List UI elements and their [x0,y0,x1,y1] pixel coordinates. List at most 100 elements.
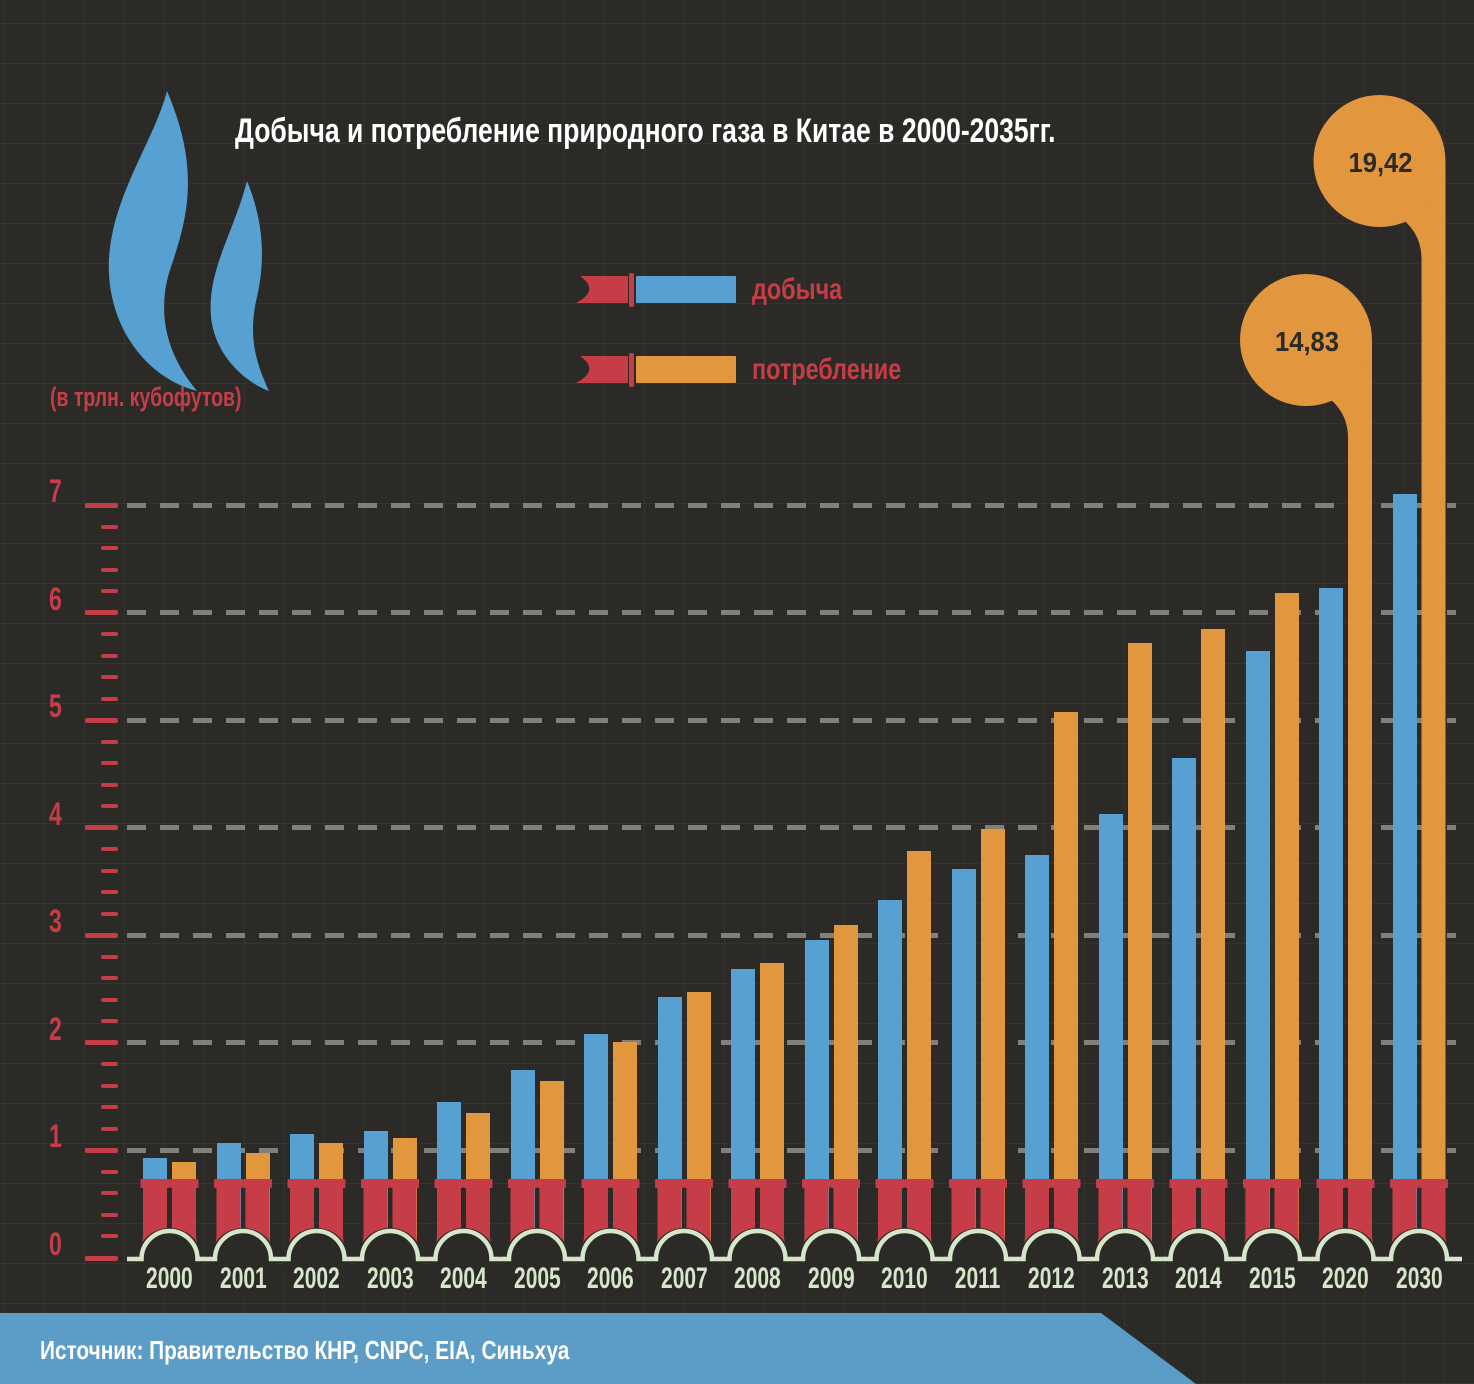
pipe-flange-2004-c [463,1179,493,1188]
pipe-flange-2001-p [214,1179,243,1188]
pipe-flange-2001-c [243,1179,272,1188]
bar-production-2012 [1025,854,1049,1258]
arch-shadow-2003 [357,1228,423,1294]
bar-production-2006 [584,1034,608,1258]
unit-label: (в трлн. кубофутов) [50,382,242,412]
bar-production-2013 [1098,813,1123,1258]
ytick-minor-0-1 [101,1234,118,1239]
legend-row-consumption: потребление [568,353,901,389]
pipe-flange-2013-c [1125,1179,1154,1188]
gridline-2 [127,1040,1456,1046]
pipe-flange-2011-p [949,1179,978,1188]
year-label-2006: 2006 [587,1262,634,1295]
pipe-foot-left-2014 [1163,1236,1172,1259]
bar-consumption-2015 [1274,593,1299,1258]
pipe-body-2004-p [437,1188,461,1259]
pipe-body-2007-c [686,1188,711,1259]
arch-shadow-2001 [210,1228,276,1294]
source-text: Источник: Правительство КНР, CNPC, EIA, … [40,1335,570,1365]
callout-circle-2030 [1313,95,1446,227]
year-label-2030: 2030 [1395,1262,1443,1295]
bar-consumption-2000 [172,1162,196,1258]
pipe-body-2009-c [833,1188,858,1259]
ytick-major-0 [85,1255,118,1261]
gridline-3 [127,932,1456,938]
pipe-foot-right-2013 [1151,1236,1161,1259]
callout-value-2030: 19,42 [1349,147,1413,178]
legend-label-consumption: потребление [752,353,902,386]
arch-shadow-2008 [724,1228,791,1294]
ytick-number-6: 6 [49,580,62,617]
pipe-flange-2012-c [1051,1179,1081,1188]
ytick-minor-6-1 [101,589,118,594]
pipe-body-2030-c [1421,1188,1446,1259]
pipe-foot-left-2010 [869,1236,878,1259]
pipe-foot-left-2030 [1383,1236,1393,1259]
ytick-major-6 [85,610,118,616]
arch-shadow-2015 [1239,1228,1305,1294]
pipe-foot-right-2004 [490,1236,499,1259]
pipe-foot-right-2009 [857,1236,867,1259]
pipe-flange-2007-p [655,1179,684,1188]
bar-production-2010 [878,899,902,1258]
pipe-body-2013-p [1098,1188,1123,1259]
pipe-flange-2012-p [1022,1179,1052,1188]
ytick-minor-1-3 [101,1083,118,1088]
ytick-minor-0-3 [101,1191,118,1196]
pipe-flange-2004-p [434,1179,464,1188]
bar-consumption-2012 [1054,711,1078,1258]
bar-production-2000 [143,1157,167,1258]
ytick-major-1 [85,1147,118,1153]
arch-shadow-2011 [945,1228,1011,1294]
pipe-body-2006-p [584,1188,608,1259]
bar-consumption-2001 [245,1152,270,1258]
bar-consumption-2006 [613,1041,637,1258]
bar-production-2001 [216,1142,241,1258]
arch-shadow-2002 [283,1228,350,1294]
arch-shadow-2004 [430,1228,497,1294]
year-label-2013: 2013 [1101,1262,1149,1295]
pipe-foot-right-2012 [1078,1236,1087,1259]
pipe-body-2012-c [1054,1188,1078,1259]
pipe-flange-2008-c [757,1179,787,1188]
year-label-2015: 2015 [1248,1262,1296,1295]
pipe-body-2001-c [245,1188,270,1259]
year-label-2010: 2010 [881,1262,928,1295]
ytick-number-2: 2 [49,1010,62,1047]
ytick-minor-1-1 [101,1126,118,1131]
legend-row-production: добыча [568,273,842,309]
pipe-flange-2006-p [581,1179,611,1188]
bar-production-2011 [951,868,976,1258]
pipe-flange-2030-p [1390,1179,1419,1188]
arch-shadow-2020 [1312,1228,1379,1294]
pipe-body-2006-c [613,1188,637,1259]
ytick-minor-5-2 [101,675,118,680]
pipe-body-2000-p [143,1188,167,1259]
pipe-body-2014-c [1201,1188,1225,1259]
pipe-foot-left-2003 [354,1236,364,1259]
source-banner: Источник: Правительство КНР, CNPC, EIA, … [0,1313,1196,1384]
ytick-minor-0-2 [101,1212,118,1217]
pipe-flange-2007-c [684,1179,713,1188]
ytick-minor-2-2 [101,997,118,1002]
pipe-body-2011-c [980,1188,1005,1259]
ytick-minor-6-2 [101,567,118,572]
arch-shadow-2013 [1092,1228,1158,1294]
pipe-body-2003-p [363,1188,388,1259]
pipe-flange-2014-p [1169,1179,1199,1188]
pipe-flange-2000-p [140,1179,170,1188]
pipe-flange-2000-c [169,1179,199,1188]
pipe-foot-right-2011 [1004,1236,1014,1259]
ytick-major-7 [85,502,118,508]
bar-production-2008 [731,968,755,1258]
ytick-minor-1-4 [101,1062,118,1067]
bar-production-2015 [1245,651,1270,1258]
ytick-minor-4-3 [101,761,118,766]
ytick-minor-6-3 [101,546,118,551]
pipe-body-2015-p [1245,1188,1270,1259]
ytick-minor-3-3 [101,868,118,873]
ytick-minor-5-3 [101,653,118,658]
pipe-body-2005-c [539,1188,564,1259]
legend-swatch-production-pipe-icon [576,273,736,307]
